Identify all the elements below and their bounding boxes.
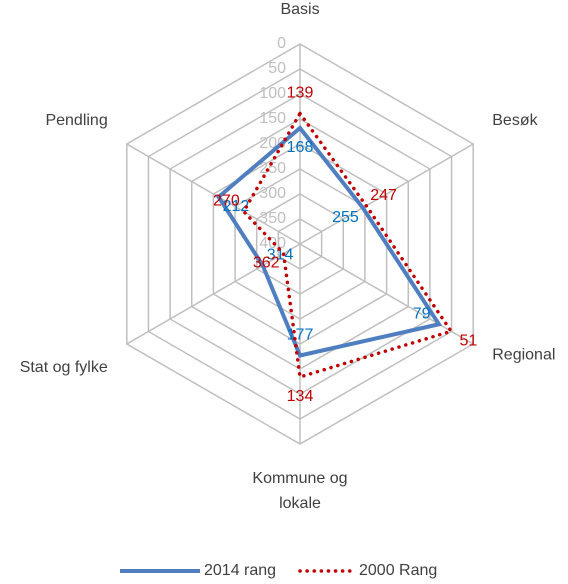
legend-label: 2000 Rang xyxy=(359,562,437,579)
data-label: 255 xyxy=(332,209,359,226)
data-label: 51 xyxy=(460,332,478,349)
data-label: 314 xyxy=(267,247,294,264)
r-tick-label: 150 xyxy=(259,110,286,127)
r-tick-label: 0 xyxy=(277,35,286,52)
category-label: Pendling xyxy=(45,112,108,129)
r-tick-label: 50 xyxy=(268,60,286,77)
data-label: 212 xyxy=(223,198,250,215)
data-label: 247 xyxy=(370,187,397,204)
data-label: 270 xyxy=(213,193,240,210)
data-label: 139 xyxy=(287,85,314,102)
data-label: 134 xyxy=(287,388,314,405)
category-label: Stat og fylke xyxy=(19,359,108,376)
legend-label: 2014 rang xyxy=(204,562,276,579)
category-label: Kommune og lokale xyxy=(252,470,348,512)
category-label: Basis xyxy=(280,1,320,18)
series-line xyxy=(241,110,454,380)
series-line xyxy=(215,125,443,358)
data-label: 362 xyxy=(253,255,280,272)
spoke xyxy=(126,243,301,345)
category-label: Besøk xyxy=(492,112,538,129)
category-label: Regional xyxy=(492,346,556,364)
r-tick-label: 100 xyxy=(259,85,286,102)
data-label: 177 xyxy=(287,327,314,344)
spoke xyxy=(299,143,474,245)
data-label: 79 xyxy=(413,305,431,322)
spoke xyxy=(126,143,301,245)
r-tick-label: 250 xyxy=(259,160,286,177)
spoke xyxy=(299,243,474,345)
r-tick-label: 350 xyxy=(259,210,286,227)
r-tick-label: 300 xyxy=(259,185,286,202)
data-label: 168 xyxy=(287,139,314,156)
